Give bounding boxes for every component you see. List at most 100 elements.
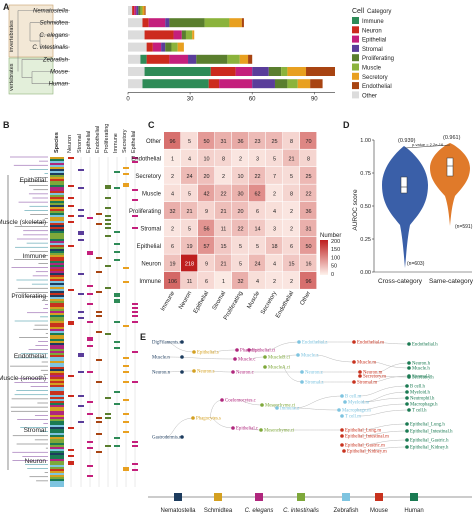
node-label: Macrophage.h (410, 403, 438, 408)
heatmap-cell (181, 219, 198, 237)
species-strip-cell (50, 485, 64, 487)
heatmap-row-label: Epithelial (137, 244, 161, 250)
pvalue-text: p-value = 2.2e-16 (412, 142, 444, 147)
legend-swatch (352, 72, 359, 80)
edge (370, 361, 411, 369)
col-label: Stromal (77, 134, 83, 153)
marker-cell (105, 227, 111, 229)
species-strip-cell (50, 453, 64, 455)
edge (314, 354, 356, 363)
col-label: Neuron (67, 135, 73, 153)
species-strip-cell (50, 413, 64, 415)
marker-cell (78, 421, 84, 423)
species-strip-cell (50, 303, 64, 305)
edge (251, 356, 267, 360)
heatmap-cell (300, 254, 317, 272)
heatmap-col-label: Stromal (212, 291, 228, 312)
colorbar (320, 240, 328, 275)
heatmap-col-label: Muscle (247, 290, 262, 310)
heatmap-cell (249, 219, 266, 237)
marker-cell (78, 311, 84, 313)
marker-cell (114, 437, 120, 439)
species-strip-cell (50, 281, 64, 283)
marker-cell (123, 413, 129, 415)
bar-segment (132, 6, 135, 15)
heatmap-cell (181, 254, 198, 272)
heatmap-value: 15 (288, 261, 294, 267)
heatmap-cell (300, 184, 317, 202)
heatmap-value: 16 (305, 261, 311, 267)
species-strip-cell (50, 269, 64, 271)
d-y-tick-label: 0.50 (360, 204, 371, 210)
heatmap-value: 2 (290, 209, 293, 215)
legend-swatch (352, 26, 359, 34)
heatmap-value: 8 (290, 191, 293, 197)
heatmap-value: 32 (169, 209, 175, 215)
heatmap-value: 96 (169, 139, 175, 145)
marker-cell (87, 337, 93, 339)
species-strip-cell (50, 473, 64, 475)
species-strip-cell (50, 423, 64, 425)
bar-segment (161, 42, 166, 52)
edge (165, 370, 196, 373)
species-label-4: Zebrafish (42, 57, 69, 63)
species-strip-cell (50, 163, 64, 165)
node-dot (405, 390, 409, 394)
species-strip-cell (50, 435, 64, 437)
bar-segment (128, 6, 133, 15)
heatmap-row-label: Proliferating (129, 209, 161, 215)
marker-cell (123, 357, 129, 359)
marker-cell (87, 253, 93, 255)
marker-cell (105, 215, 111, 217)
heatmap-value: 25 (271, 139, 277, 145)
legend-label: Secretory (362, 75, 388, 81)
species-label-6: Human (49, 82, 69, 88)
species-strip-cell (50, 177, 64, 179)
heatmap-value: 70 (305, 139, 311, 145)
species-strip-cell (50, 305, 64, 307)
heatmap-value: 2 (273, 279, 276, 285)
bar-segment (138, 6, 141, 15)
species-strip-cell (50, 407, 64, 409)
heatmap-value: 23 (254, 139, 260, 145)
species-strip-cell (50, 181, 64, 183)
heatmap-value: 36 (237, 139, 243, 145)
heatmap-cell (215, 132, 232, 149)
heatmap-value: 8 (290, 139, 293, 145)
marker-cell (105, 219, 111, 221)
marker-cell (105, 235, 111, 237)
species-strip-cell (50, 297, 64, 299)
marker-cell (123, 325, 129, 327)
heatmap-value: 21 (186, 209, 192, 215)
bar-segment (252, 79, 275, 89)
node-dot (192, 350, 196, 354)
species-strip-cell (50, 391, 64, 393)
edge (265, 341, 301, 351)
violin-same-category (430, 143, 470, 226)
heatmap-value: 1 (171, 156, 174, 162)
edge (209, 417, 235, 429)
species-strip-cell (50, 287, 64, 289)
marker-cell (68, 157, 74, 159)
marker-cell (68, 449, 74, 451)
marker-cell (68, 321, 74, 323)
bar-segment (173, 30, 182, 40)
node-dot (407, 366, 411, 370)
heatmap-value: 3 (256, 156, 259, 162)
bar-segment (144, 6, 146, 15)
species-strip-cell (50, 351, 64, 353)
heatmap-value: 20 (203, 174, 209, 180)
bar-segment (146, 42, 153, 52)
species-strip-cell (50, 479, 64, 481)
bar-segment (268, 67, 282, 76)
species-strip-cell (50, 215, 64, 217)
heatmap-cell (164, 184, 181, 202)
species-strip-cell (50, 221, 64, 223)
node-dot (263, 365, 267, 369)
species-strip-cell (50, 463, 64, 465)
marker-cell (123, 167, 129, 169)
marker-cell (78, 371, 84, 373)
edge (358, 423, 409, 431)
bar-segment (239, 54, 249, 64)
marker-cell (123, 173, 129, 175)
